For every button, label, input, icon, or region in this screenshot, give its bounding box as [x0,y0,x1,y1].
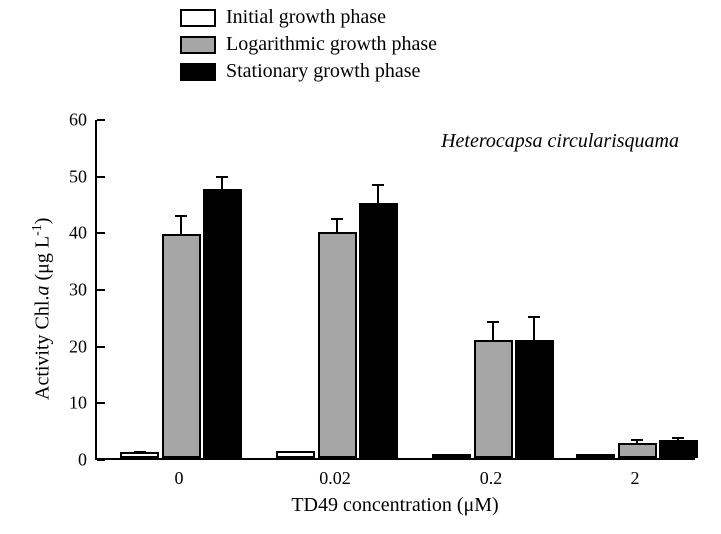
y-tick [97,459,105,461]
y-tick-label: 30 [55,280,87,301]
y-tick [97,402,105,404]
x-tick-label: 2 [631,468,640,489]
error-bar-cap [672,437,684,439]
error-bar-cap [631,439,643,441]
error-bar-cap [487,321,499,323]
error-bar-stem [492,322,494,342]
error-bar-stem [180,216,182,236]
bar [432,454,471,458]
legend-label: Stationary growth phase [226,60,420,83]
y-tick [97,232,105,234]
y-tick-label: 40 [55,223,87,244]
error-bar-cap [528,316,540,318]
y-tick [97,176,105,178]
y-tick [97,289,105,291]
bar [474,340,513,458]
bar [576,454,615,458]
bar [203,189,242,458]
legend-swatch [180,9,216,27]
legend: Initial growth phase Logarithmic growth p… [180,6,437,87]
legend-swatch [180,36,216,54]
y-tick-label: 0 [55,450,87,471]
error-bar-cap [331,218,343,220]
error-bar-stem [221,177,223,191]
y-tick [97,346,105,348]
bar [659,440,698,458]
error-bar-stem [336,219,338,234]
y-tick-label: 20 [55,336,87,357]
legend-item: Logarithmic growth phase [180,33,437,56]
chart-stage: Initial growth phase Logarithmic growth p… [0,0,721,534]
x-tick-label: 0.2 [480,468,503,489]
y-tick-label: 60 [55,110,87,131]
bar [618,443,657,458]
chart-subtitle: Heterocapsa circularisquama [441,130,679,153]
bar [515,340,554,458]
bar [276,451,315,458]
x-tick-label: 0 [175,468,184,489]
error-bar-cap [175,215,187,217]
y-tick-label: 10 [55,393,87,414]
legend-label: Initial growth phase [226,6,386,29]
x-tick-label: 0.02 [319,468,351,489]
bar [318,232,357,458]
legend-label: Logarithmic growth phase [226,33,437,56]
legend-item: Stationary growth phase [180,60,437,83]
y-axis-title: Activity Chl.a (μg L-1) [30,218,55,400]
error-bar-cap [216,176,228,178]
bar [359,203,398,458]
plot-area: Heterocapsa circularisquama [95,120,695,460]
legend-item: Initial growth phase [180,6,437,29]
error-bar-stem [533,317,535,343]
bar [162,234,201,458]
y-tick-label: 50 [55,166,87,187]
x-axis-title: TD49 concentration (μM) [95,494,695,517]
y-tick [97,119,105,121]
error-bar-cap [372,184,384,186]
error-bar-cap [134,451,146,453]
error-bar-stem [377,185,379,205]
legend-swatch [180,63,216,81]
